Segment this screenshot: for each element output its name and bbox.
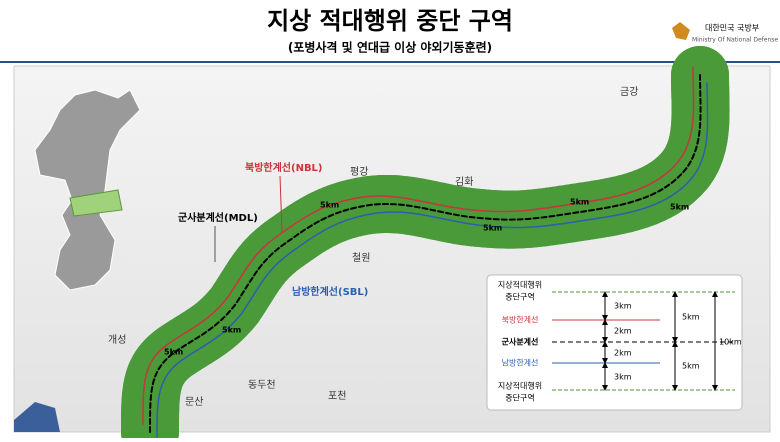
sea bbox=[14, 402, 60, 432]
place: 김화 bbox=[455, 176, 473, 188]
distance-label: 5km bbox=[670, 203, 689, 212]
legend-label: 군사분계선 bbox=[502, 337, 539, 347]
place: 동두천 bbox=[248, 379, 276, 391]
distance-label: 5km bbox=[320, 201, 339, 210]
place: 문산 bbox=[185, 396, 203, 408]
distance-label: 5km bbox=[483, 224, 502, 233]
legend-distance: 10km bbox=[719, 338, 742, 347]
legend-label: 남방한계선 bbox=[502, 358, 539, 368]
legend-distance: 5km bbox=[682, 313, 700, 322]
logo-icon bbox=[672, 22, 690, 40]
legend-label: 북방한계선 bbox=[502, 315, 539, 325]
peninsula bbox=[34, 89, 141, 291]
place: 포천 bbox=[328, 390, 346, 402]
mdl-label: 군사분계선(MDL) bbox=[178, 211, 258, 224]
distance-label: 5km bbox=[222, 326, 241, 335]
distance-label: 5km bbox=[164, 348, 183, 357]
logo-name: 대한민국 국방부 bbox=[705, 23, 759, 33]
legend-distance: 2km bbox=[614, 349, 632, 358]
title: 지상 적대행위 중단 구역 bbox=[267, 7, 513, 35]
legend-label: 지상적대행위 bbox=[498, 280, 542, 290]
legend-label: 중단구역 bbox=[505, 393, 534, 403]
subtitle: (포병사격 및 연대급 이상 야외기동훈련) bbox=[288, 40, 492, 55]
legend-distance: 5km bbox=[682, 362, 700, 371]
peninsula-zone bbox=[69, 189, 123, 217]
distance-label: 5km bbox=[570, 198, 589, 207]
zone bbox=[121, 46, 708, 442]
legend-distance: 3km bbox=[614, 373, 632, 382]
place: 개성 bbox=[108, 334, 126, 346]
legend-box bbox=[486, 274, 743, 411]
nbl-label: 북방한계선(NBL) bbox=[245, 161, 323, 174]
legend-label: 중단구역 bbox=[505, 292, 534, 302]
leader-line bbox=[279, 175, 283, 233]
legend: 지상적대행위 중단구역 북방한계선 군사분계선 남방한계선 지상적대행위 중단구… bbox=[486, 274, 743, 411]
place: 철원 bbox=[352, 252, 370, 264]
legend-arrows bbox=[602, 291, 718, 391]
legend-distance: 2km bbox=[614, 327, 632, 336]
logo-name-en: Ministry Of National Defense bbox=[692, 37, 778, 44]
sbl-label: 남방한계선(SBL) bbox=[292, 285, 368, 298]
legend-label: 지상적대행위 bbox=[498, 381, 542, 391]
place: 금강 bbox=[620, 86, 638, 98]
place: 평강 bbox=[350, 166, 368, 178]
legend-distance: 3km bbox=[614, 302, 632, 311]
